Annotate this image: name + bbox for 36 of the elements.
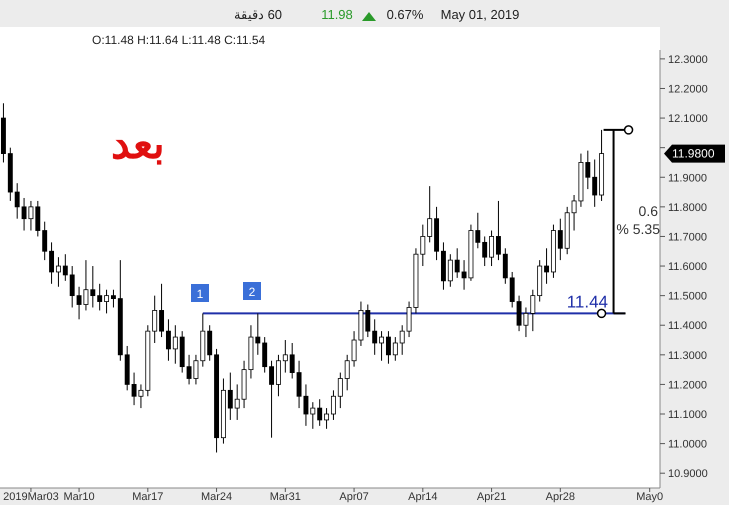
y-tick-label: 11.8000 [668, 202, 707, 214]
y-tick-label: 11.2000 [668, 379, 707, 392]
y-tick-label: 11.7000 [668, 231, 707, 244]
text: O:11.48 H:11.64 L:11.48 C:11.54 [92, 33, 266, 47]
text: May 01, 2019 [440, 7, 520, 22]
x-tick-label: May0 [636, 491, 664, 503]
y-tick-label: 11.0000 [668, 438, 707, 451]
y-tick-label: 12.2000 [668, 83, 708, 96]
x-tick-label: Apr07 [339, 491, 369, 503]
x-tick-label: Mar17 [132, 491, 164, 503]
annotation: 1 [196, 287, 204, 301]
annotation: 0.6 [638, 203, 658, 219]
ref-line-label: 11.44 [566, 292, 608, 312]
x-tick-label: Mar24 [200, 491, 232, 503]
y-tick-label: 10.9000 [668, 468, 708, 480]
x-tick-label: Apr21 [476, 491, 506, 503]
y-tick-label: 12.1000 [668, 113, 708, 126]
y-tick-label: 11.4000 [668, 320, 707, 332]
x-tick-label: 2019Mar03 [3, 491, 59, 503]
text: 0.67% [386, 7, 424, 22]
y-tick-label: 11.5000 [668, 290, 707, 303]
y-tick-label: 11.9000 [668, 172, 707, 184]
text: 11.9800 [672, 146, 715, 161]
x-tick-label: Apr14 [408, 491, 438, 503]
x-tick-label: Mar10 [63, 491, 95, 503]
x-tick-label: Apr28 [546, 491, 575, 503]
x-tick-label: Mar31 [270, 491, 301, 503]
annotation: % 5.35 [616, 221, 660, 237]
text: 11.98 [321, 7, 353, 22]
y-tick-label: 12.3000 [668, 54, 708, 66]
y-tick-label: 11.6000 [668, 261, 707, 274]
annotation: 2 [248, 285, 256, 299]
y-tick-label: 11.3000 [668, 350, 707, 362]
text: 60 دقيقة [234, 7, 282, 22]
y-tick-label: 11.1000 [668, 409, 707, 422]
annotation: بعد [111, 120, 165, 167]
